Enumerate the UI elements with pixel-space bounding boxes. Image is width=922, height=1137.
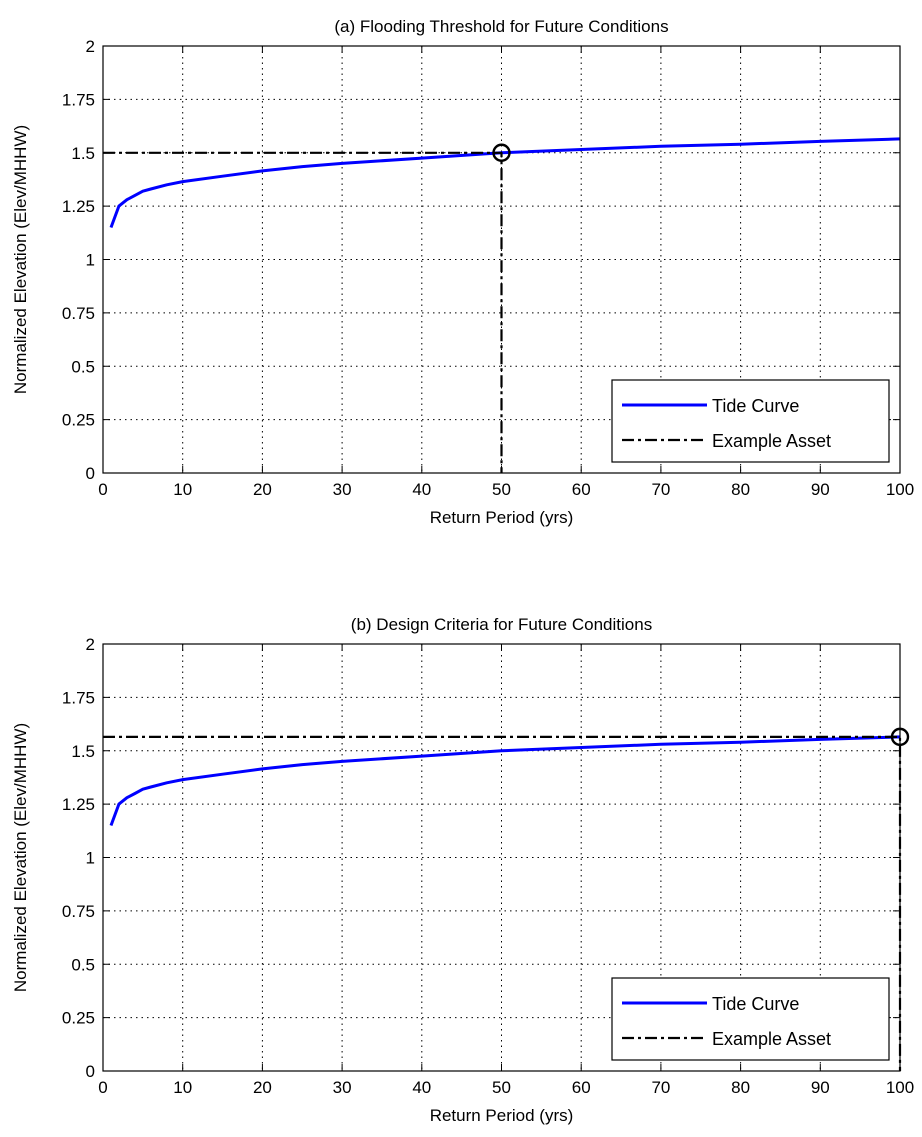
tide-curve-line [109,735,901,827]
x-tick-label: 70 [651,480,670,499]
x-tick-label: 100 [886,480,914,499]
example-asset-line [103,151,503,473]
y-tick-label: 0.5 [71,357,95,376]
x-tick-label: 20 [253,1078,272,1097]
x-tick-label: 80 [731,480,750,499]
y-tick-label: 1.75 [62,90,95,109]
x-tick-label: 100 [886,1078,914,1097]
x-axis-label: Return Period (yrs) [430,1106,574,1125]
x-tick-label: 50 [492,480,511,499]
y-tick-label: 1.5 [71,742,95,761]
x-tick-label: 70 [651,1078,670,1097]
x-tick-label: 0 [98,1078,107,1097]
y-tick-label: 0 [86,464,95,483]
x-tick-label: 30 [333,480,352,499]
chart-title: (a) Flooding Threshold for Future Condit… [334,17,668,36]
x-tick-label: 60 [572,1078,591,1097]
asset-marker-circle [492,143,511,162]
x-tick-label: 90 [811,480,830,499]
plot-frame [102,45,901,474]
x-tick-label: 90 [811,1078,830,1097]
y-tick-label: 1.75 [62,688,95,707]
legend-entry-label: Tide Curve [712,396,799,416]
legend-entry-label: Example Asset [712,431,831,451]
y-tick-label: 2 [86,635,95,654]
chart-panel-b: 0 10 20 30 40 50 60 70 80 90 100 0 0.25 0.5 0.75 1 1.25 1… [11,615,914,1125]
tide-curve-line [109,137,901,229]
x-axis-label: Return Period (yrs) [430,508,574,527]
legend-entry-label: Tide Curve [712,994,799,1014]
chart-title: (b) Design Criteria for Future Condition… [351,615,652,634]
legend: Tide Curve Example Asset [611,379,890,463]
y-tick-label: 1 [86,849,95,868]
x-tick-label: 80 [731,1078,750,1097]
y-tick-label: 1.25 [62,197,95,216]
x-tick-label: 40 [412,1078,431,1097]
y-axis-label: Normalized Elevation (Elev/MHHW) [11,125,30,394]
x-tick-label: 40 [412,480,431,499]
legend-box [611,977,890,1061]
y-axis-label: Normalized Elevation (Elev/MHHW) [11,723,30,992]
y-tick-label: 0.75 [62,304,95,323]
legend-entry-label: Example Asset [712,1029,831,1049]
y-tick-label: 1.25 [62,795,95,814]
x-tick-label: 10 [173,1078,192,1097]
x-tick-label: 0 [98,480,107,499]
chart-panel-a: 0 10 20 30 40 50 60 70 80 90 100 0 0.25 0.5 0.75 1 1.25 1… [11,17,914,527]
y-tick-label: 0.75 [62,902,95,921]
y-tick-label: 0 [86,1062,95,1081]
x-tick-label: 10 [173,480,192,499]
y-tick-label: 0.25 [62,1009,95,1028]
plot-frame [102,643,901,1072]
y-tick-label: 2 [86,37,95,56]
x-tick-label: 30 [333,1078,352,1097]
legend: Tide Curve Example Asset [611,977,890,1061]
y-tick-label: 0.5 [71,955,95,974]
y-tick-label: 1 [86,251,95,270]
y-tick-label: 1.5 [71,144,95,163]
x-tick-label: 60 [572,480,591,499]
legend-box [611,379,890,463]
x-tick-label: 20 [253,480,272,499]
x-tick-label: 50 [492,1078,511,1097]
y-tick-label: 0.25 [62,411,95,430]
